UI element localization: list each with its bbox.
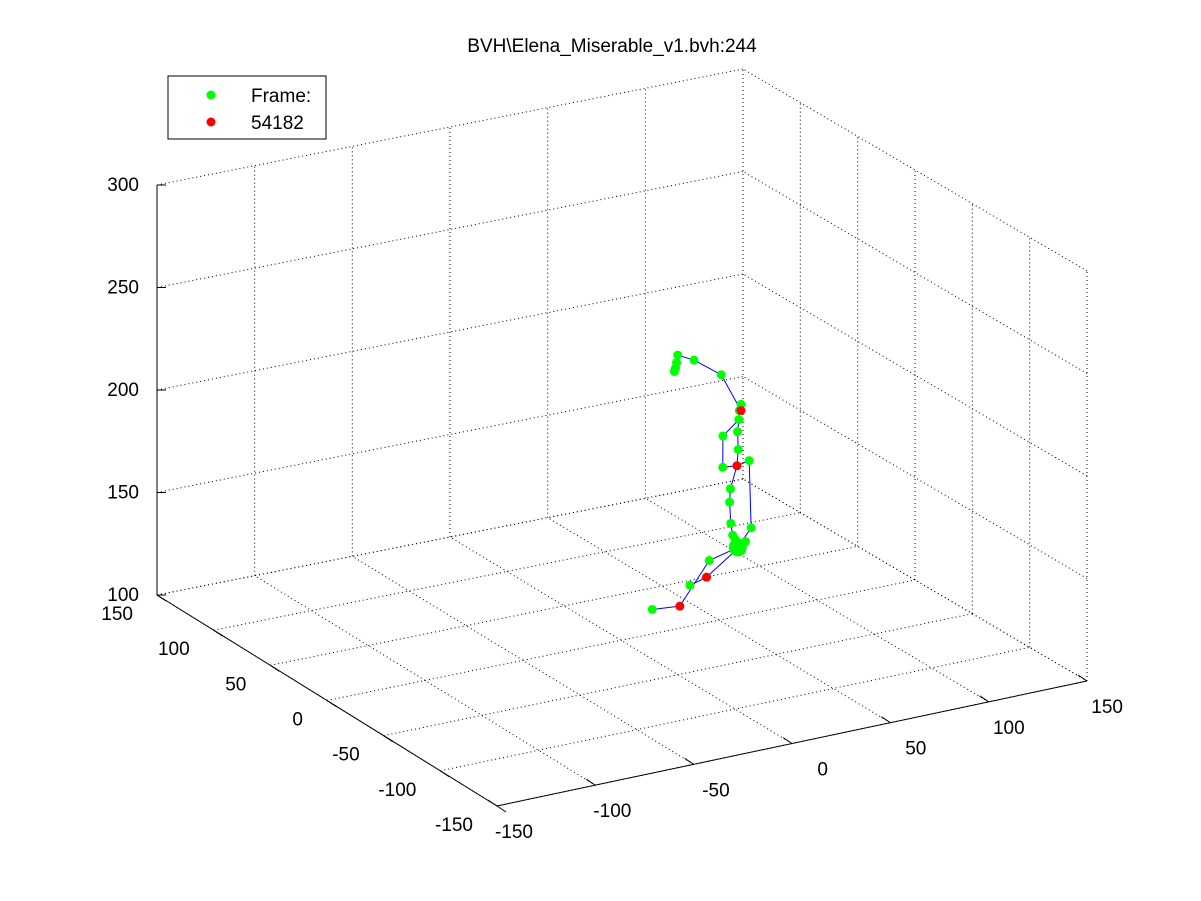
joint-marker-spine2 — [725, 497, 735, 507]
y-tick-mark — [496, 805, 507, 813]
y-tick-label: -100 — [378, 780, 416, 801]
y-tick-label: -50 — [332, 745, 359, 766]
grid-line-side-z — [742, 478, 1088, 682]
legend-marker-number — [206, 117, 216, 127]
grid-line-floor-x — [547, 517, 891, 724]
y-tick-mark — [440, 770, 450, 778]
joint-marker-lArm — [744, 456, 754, 466]
joint-marker-lHand6 — [669, 366, 679, 376]
y-tick-mark — [326, 700, 337, 707]
y-tick-mark — [213, 629, 223, 637]
joint-marker-lKnee — [702, 572, 712, 582]
x-tick-label: 150 — [1091, 697, 1123, 718]
x-tick-mark — [586, 778, 596, 786]
x-tick-mark — [881, 716, 891, 724]
x-tick-mark — [487, 799, 498, 807]
grid-line-floor-x — [645, 497, 989, 703]
joint-marker-lForeArm — [746, 523, 756, 533]
legend-box — [167, 75, 327, 140]
skeleton-joints — [647, 350, 756, 614]
x-tick-label: 100 — [993, 718, 1025, 739]
x-tick-label: -50 — [702, 780, 729, 801]
x-tick-mark — [782, 737, 793, 744]
joint-marker-spine1 — [726, 518, 736, 528]
joint-marker-lHand3 — [673, 350, 683, 360]
joint-marker-rUpLeg — [704, 555, 714, 565]
grid-line-side-z — [742, 273, 1088, 477]
x-tick-mark — [684, 757, 694, 765]
joint-marker-rFoot — [647, 604, 657, 614]
grid-line-floor-y — [383, 613, 973, 737]
legend-label-number: 54182 — [251, 113, 304, 134]
z-tick-label: 200 — [107, 380, 139, 401]
tick-labels: 100150200250300-150-100-50050100150-150-… — [101, 175, 1123, 843]
grid-line-side-z — [742, 68, 1088, 272]
grid-line-floor-y — [326, 579, 916, 701]
legend: Frame: 54182 — [167, 75, 327, 140]
joint-marker-lFoot — [685, 580, 695, 590]
y-tick-label: 100 — [158, 639, 190, 660]
joint-marker-neck — [732, 461, 742, 471]
joint-marker-hips3 — [728, 530, 738, 540]
y-tick-label: 0 — [292, 710, 303, 731]
joint-marker-rKnee — [675, 601, 685, 611]
y-tick-mark — [383, 735, 393, 743]
y-tick-label: -150 — [435, 815, 473, 836]
z-tick-label: 150 — [107, 483, 139, 504]
grid-line-floor-x — [449, 536, 793, 744]
chart-title: BVH\Elena_Miserable_v1.bvh:244 — [467, 36, 757, 57]
z-tick-label: 250 — [107, 278, 139, 299]
joint-marker-lUpLeg — [740, 537, 750, 547]
z-tick-label: 100 — [107, 585, 139, 606]
y-tick-mark — [156, 594, 167, 602]
x-tick-mark — [979, 695, 989, 703]
x-tick-label: -100 — [593, 801, 631, 822]
x-tick-label: 0 — [817, 760, 828, 781]
y-tick-label: 50 — [225, 674, 246, 695]
legend-label-frame: Frame: — [251, 86, 311, 107]
joint-marker-spine3 — [725, 484, 735, 494]
joint-marker-rShoulder — [718, 431, 728, 441]
y-tick-mark — [270, 664, 280, 672]
joint-marker-head4 — [736, 399, 746, 409]
x-tick-label: 50 — [905, 739, 926, 760]
grid-line-side-z — [742, 376, 1088, 579]
joint-marker-rArm — [718, 462, 728, 472]
grid-line-floor-y — [440, 646, 1030, 772]
legend-marker-frame — [206, 90, 216, 100]
joint-marker-lHand — [716, 370, 726, 380]
y-tick-label: 150 — [101, 604, 133, 625]
x-tick-label: -150 — [495, 822, 533, 843]
skeleton-bone — [748, 460, 752, 528]
joint-marker-head — [733, 427, 743, 437]
axis-lines — [156, 184, 1088, 813]
joint-marker-lShoulder — [736, 406, 746, 416]
joint-marker-lHand2 — [689, 355, 699, 365]
skeleton-bone — [693, 359, 722, 376]
joint-marker-head2 — [734, 415, 744, 425]
x-tick-mark — [1077, 674, 1088, 682]
skeleton-bone — [652, 605, 680, 610]
joint-marker-neck2 — [733, 445, 743, 455]
grid-lines — [156, 68, 1088, 807]
grid-line-side-z — [742, 171, 1088, 374]
z-tick-label: 300 — [107, 175, 139, 196]
